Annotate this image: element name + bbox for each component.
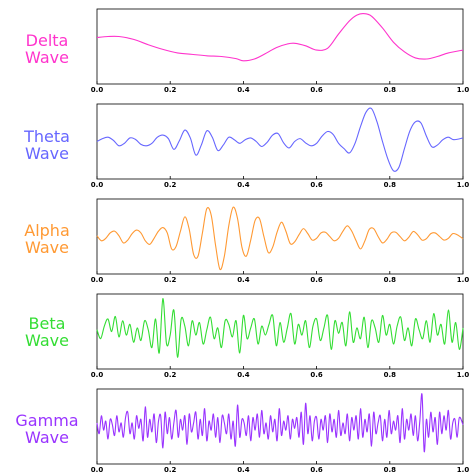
alpha-wave-xtick-label-4: 0.8 [384, 276, 397, 284]
theta-wave-xtick-label-2: 0.4 [237, 181, 250, 189]
theta-wave-label: Theta Wave [10, 128, 84, 162]
beta-wave-panel: Beta Wave 0.0 0.2 0.4 0.6 0.8 1.0 [0, 285, 474, 380]
gamma-wave-xtick-label-1: 0.2 [164, 466, 177, 474]
gamma-wave-xtick-label-0: 0.0 [91, 466, 104, 474]
alpha-wave-xtick-label-3: 0.6 [310, 276, 323, 284]
theta-wave-label-line-2: Wave [25, 144, 69, 163]
gamma-wave-panel: Gamma Wave 0.0 0.2 0.4 0.6 0.8 1.0 [0, 380, 474, 475]
gamma-wave-xtick-label-4: 0.8 [384, 466, 397, 474]
delta-wave-label-line-1: Delta [25, 31, 69, 50]
alpha-wave-axes-frame [96, 198, 464, 275]
theta-wave-xtick-label-4: 0.8 [384, 181, 397, 189]
beta-wave-line [96, 298, 464, 358]
alpha-wave-label: Alpha Wave [10, 222, 84, 256]
delta-wave-plot: 0.0 0.2 0.4 0.6 0.8 1.0 [91, 8, 470, 94]
beta-wave-axes-frame [96, 293, 464, 370]
theta-wave-xtick-label-0: 0.0 [91, 181, 104, 189]
theta-wave-label-line-1: Theta [24, 127, 70, 146]
alpha-wave-label-line-1: Alpha [24, 221, 70, 240]
delta-wave-label-line-2: Wave [25, 48, 69, 67]
delta-wave-line [96, 13, 464, 62]
beta-wave-xtick-label-3: 0.6 [310, 371, 323, 379]
delta-wave-panel: Delta Wave 0.0 0.2 0.4 0.6 0.8 1.0 [0, 0, 474, 95]
delta-wave-xtick-label-1: 0.2 [164, 86, 177, 94]
beta-wave-xtick-label-0: 0.0 [91, 371, 104, 379]
gamma-wave-label: Gamma Wave [10, 412, 84, 446]
alpha-wave-label-line-2: Wave [25, 238, 69, 257]
beta-wave-xtick-label-5: 1.0 [457, 371, 470, 379]
theta-wave-panel: Theta Wave 0.0 0.2 0.4 0.6 0.8 1.0 [0, 95, 474, 190]
delta-wave-xtick-label-5: 1.0 [457, 86, 470, 94]
beta-wave-xtick-label-2: 0.4 [237, 371, 250, 379]
theta-wave-axes-frame [96, 103, 464, 180]
theta-wave-plot: 0.0 0.2 0.4 0.6 0.8 1.0 [91, 103, 470, 189]
gamma-wave-label-line-1: Gamma [15, 411, 79, 430]
alpha-wave-panel: Alpha Wave 0.0 0.2 0.4 0.6 0.8 1.0 [0, 190, 474, 285]
gamma-wave-line [96, 393, 464, 453]
delta-wave-xtick-label-2: 0.4 [237, 86, 250, 94]
beta-wave-xtick-label-1: 0.2 [164, 371, 177, 379]
gamma-wave-xtick-label-5: 1.0 [457, 466, 470, 474]
theta-wave-xtick-label-3: 0.6 [310, 181, 323, 189]
alpha-wave-xtick-label-2: 0.4 [237, 276, 250, 284]
alpha-wave-xtick-label-0: 0.0 [91, 276, 104, 284]
beta-wave-label-line-1: Beta [28, 314, 66, 333]
theta-wave-line [96, 107, 464, 172]
beta-wave-plot: 0.0 0.2 0.4 0.6 0.8 1.0 [91, 293, 470, 379]
beta-wave-xtick-label-4: 0.8 [384, 371, 397, 379]
gamma-wave-plot: 0.0 0.2 0.4 0.6 0.8 1.0 [91, 388, 470, 474]
beta-wave-label: Beta Wave [10, 315, 84, 349]
theta-wave-xtick-label-5: 1.0 [457, 181, 470, 189]
alpha-wave-line [96, 206, 464, 271]
gamma-wave-xtick-label-3: 0.6 [310, 466, 323, 474]
gamma-wave-label-line-2: Wave [25, 428, 69, 447]
delta-wave-xtick-label-0: 0.0 [91, 86, 104, 94]
gamma-wave-xtick-label-2: 0.4 [237, 466, 250, 474]
theta-wave-xtick-label-1: 0.2 [164, 181, 177, 189]
alpha-wave-xtick-label-5: 1.0 [457, 276, 470, 284]
alpha-wave-xtick-label-1: 0.2 [164, 276, 177, 284]
delta-wave-label: Delta Wave [10, 32, 84, 66]
alpha-wave-plot: 0.0 0.2 0.4 0.6 0.8 1.0 [91, 198, 470, 284]
delta-wave-xtick-label-4: 0.8 [384, 86, 397, 94]
beta-wave-label-line-2: Wave [25, 331, 69, 350]
delta-wave-xtick-label-3: 0.6 [310, 86, 323, 94]
